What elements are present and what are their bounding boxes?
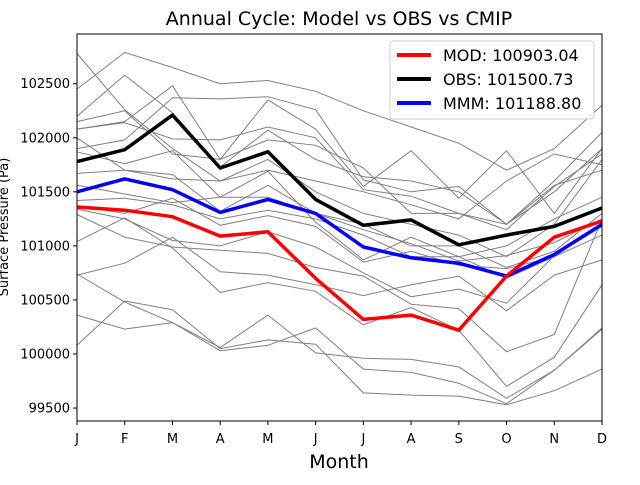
cmip-line-13 [76,197,603,270]
x-tick-label: O [501,432,511,447]
y-axis-label: Surface Pressure (Pa) [0,158,12,297]
cmip-line-10 [76,169,603,262]
cmip-line-1 [76,53,603,258]
series-line-mod [76,205,603,332]
x-tick-label: J [74,432,79,447]
cmip-line-7 [76,137,603,220]
x-tick-label: S [455,432,463,447]
cmip-line-4 [76,110,603,231]
cmip-line-15 [76,214,603,353]
x-tick-label: M [167,432,178,447]
plot-frame [76,33,603,422]
x-tick-label: J [360,432,365,447]
chart-title: Annual Cycle: Model vs OBS vs CMIP [166,8,512,30]
x-tick-label: A [407,432,416,447]
cmip-line-14 [76,208,603,304]
legend-label-mmm: MMM: 101188.80 [443,94,581,113]
x-tick-label: J [313,432,318,447]
legend-box [389,40,595,120]
cmip-line-8 [76,96,603,225]
y-tick-label: 99500 [29,402,70,417]
cmip-line-19 [76,314,603,405]
y-tick-label: 100500 [20,293,70,308]
y-tick-label: 100000 [20,347,70,362]
legend: MOD: 100903.04 OBS: 101500.73 MMM: 10118… [389,40,595,120]
x-tick-label: A [216,432,225,447]
cmip-line-20 [76,300,603,406]
series-line-mmm [76,177,603,278]
y-tick-label: 102500 [20,77,70,92]
y-axis: 99500 100000 100500 101000 101500 102000 10250… [20,77,77,417]
y-tick-label: 101500 [20,185,70,200]
cmip-line-17 [76,236,603,312]
x-tick-label: M [262,432,273,447]
cmip-line-5 [76,122,603,225]
cmip-line-6 [76,85,603,215]
cmip-lines [76,51,603,406]
cmip-line-2 [76,51,603,171]
y-tick-label: 102000 [20,131,70,146]
cmip-line-12 [76,197,603,279]
x-tick-label: N [549,432,559,447]
cmip-line-16 [76,217,603,388]
legend-label-mod: MOD: 100903.04 [443,46,579,65]
legend-label-obs: OBS: 101500.73 [443,70,573,89]
cmip-line-3 [76,74,603,225]
main-series-lines [76,113,603,332]
x-tick-label: F [121,432,128,447]
x-axis-label: Month [309,451,369,473]
x-tick-label: D [597,432,607,447]
cmip-line-9 [76,150,603,261]
cmip-line-18 [76,273,603,399]
y-tick-label: 101000 [20,239,70,254]
series-line-obs [76,113,603,247]
